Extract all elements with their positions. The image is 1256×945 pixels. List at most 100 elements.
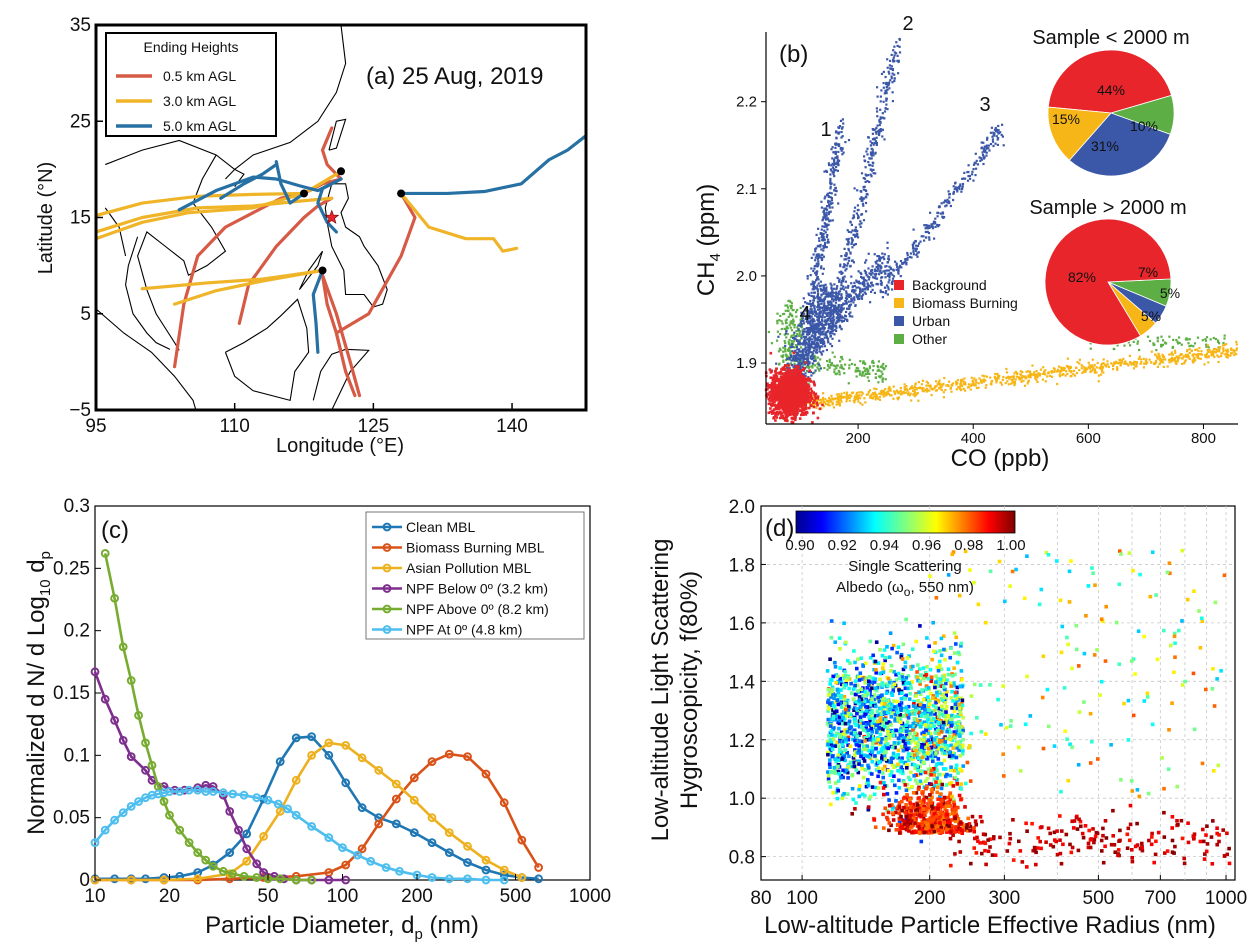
data-point [1198, 357, 1201, 360]
data-point [810, 338, 814, 341]
data-point [852, 261, 855, 264]
data-point [811, 399, 814, 403]
data-point [1078, 369, 1081, 372]
data-point [962, 387, 965, 390]
data-point [815, 328, 818, 331]
data-point [1217, 340, 1220, 343]
data-point [775, 375, 778, 378]
data-point [897, 272, 900, 275]
data-point [928, 389, 931, 392]
data-point [1183, 355, 1186, 358]
data-point [878, 270, 881, 273]
data-point [887, 255, 890, 258]
data-point [1154, 359, 1158, 363]
data-point [805, 302, 809, 305]
data-point [1051, 371, 1054, 374]
data-point [857, 395, 860, 398]
data-point [774, 377, 778, 381]
data-point [866, 153, 869, 156]
data-point [769, 376, 772, 379]
data-point [806, 330, 809, 334]
data-point [1123, 362, 1126, 365]
data-point [842, 280, 845, 283]
data-point [847, 259, 851, 262]
data-point [1211, 353, 1215, 356]
data-point [861, 403, 864, 406]
data-point [912, 389, 915, 392]
data-point [981, 374, 984, 377]
data-point [811, 312, 814, 316]
data-point [810, 310, 813, 313]
data-point [795, 365, 798, 368]
data-point [974, 162, 977, 165]
data-point [840, 296, 844, 299]
data-point [866, 288, 869, 291]
data-point [819, 243, 822, 246]
data-point [834, 186, 837, 189]
data-point [769, 390, 772, 394]
data-point [994, 372, 997, 376]
data-point [808, 396, 811, 399]
data-point [801, 352, 804, 355]
data-point [969, 177, 972, 180]
data-point [777, 371, 780, 375]
data-point [944, 388, 947, 392]
data-point [888, 389, 891, 392]
data-point [798, 322, 801, 326]
data-point [1018, 376, 1021, 379]
data-point [909, 252, 912, 255]
data-point [845, 397, 848, 401]
data-point [913, 392, 916, 395]
data-point [831, 403, 834, 406]
data-point [972, 168, 975, 171]
data-point [1204, 338, 1207, 341]
data-point [794, 404, 797, 407]
data-point [786, 357, 789, 361]
data-point [956, 190, 959, 193]
data-point [1154, 353, 1157, 356]
data-point [813, 341, 816, 344]
data-point [936, 215, 939, 218]
data-point [808, 378, 811, 382]
data-point [815, 342, 819, 345]
data-point [836, 159, 839, 162]
data-point [1176, 340, 1179, 343]
data-point [881, 372, 884, 375]
data-point [771, 396, 775, 399]
data-point [818, 407, 822, 411]
data-point [795, 387, 799, 391]
data-point [877, 130, 880, 133]
xtick-label-2: 125 [358, 416, 390, 437]
data-point [874, 140, 878, 143]
data-point [882, 86, 885, 89]
data-point [815, 341, 819, 344]
data-point [850, 297, 853, 300]
data-point [824, 332, 827, 335]
data-point [810, 358, 814, 361]
data-point [805, 314, 808, 318]
data-point [1065, 370, 1068, 373]
data-point [863, 155, 866, 158]
data-point [860, 297, 864, 300]
data-point [874, 151, 877, 154]
scatter-background [764, 351, 824, 424]
data-point [815, 273, 818, 277]
data-point [799, 377, 802, 381]
data-point [774, 373, 778, 376]
data-point [783, 419, 787, 422]
data-point [841, 287, 844, 290]
data-point [847, 256, 850, 259]
data-point [813, 382, 816, 385]
data-point [807, 367, 810, 370]
data-point [868, 367, 871, 370]
data-point [941, 215, 944, 218]
data-point [778, 378, 781, 381]
data-point [1176, 358, 1179, 361]
data-point [947, 190, 950, 193]
data-point [801, 356, 804, 360]
data-point [1126, 362, 1129, 366]
data-point [796, 405, 799, 409]
data-point [871, 164, 874, 167]
data-point [855, 397, 858, 400]
